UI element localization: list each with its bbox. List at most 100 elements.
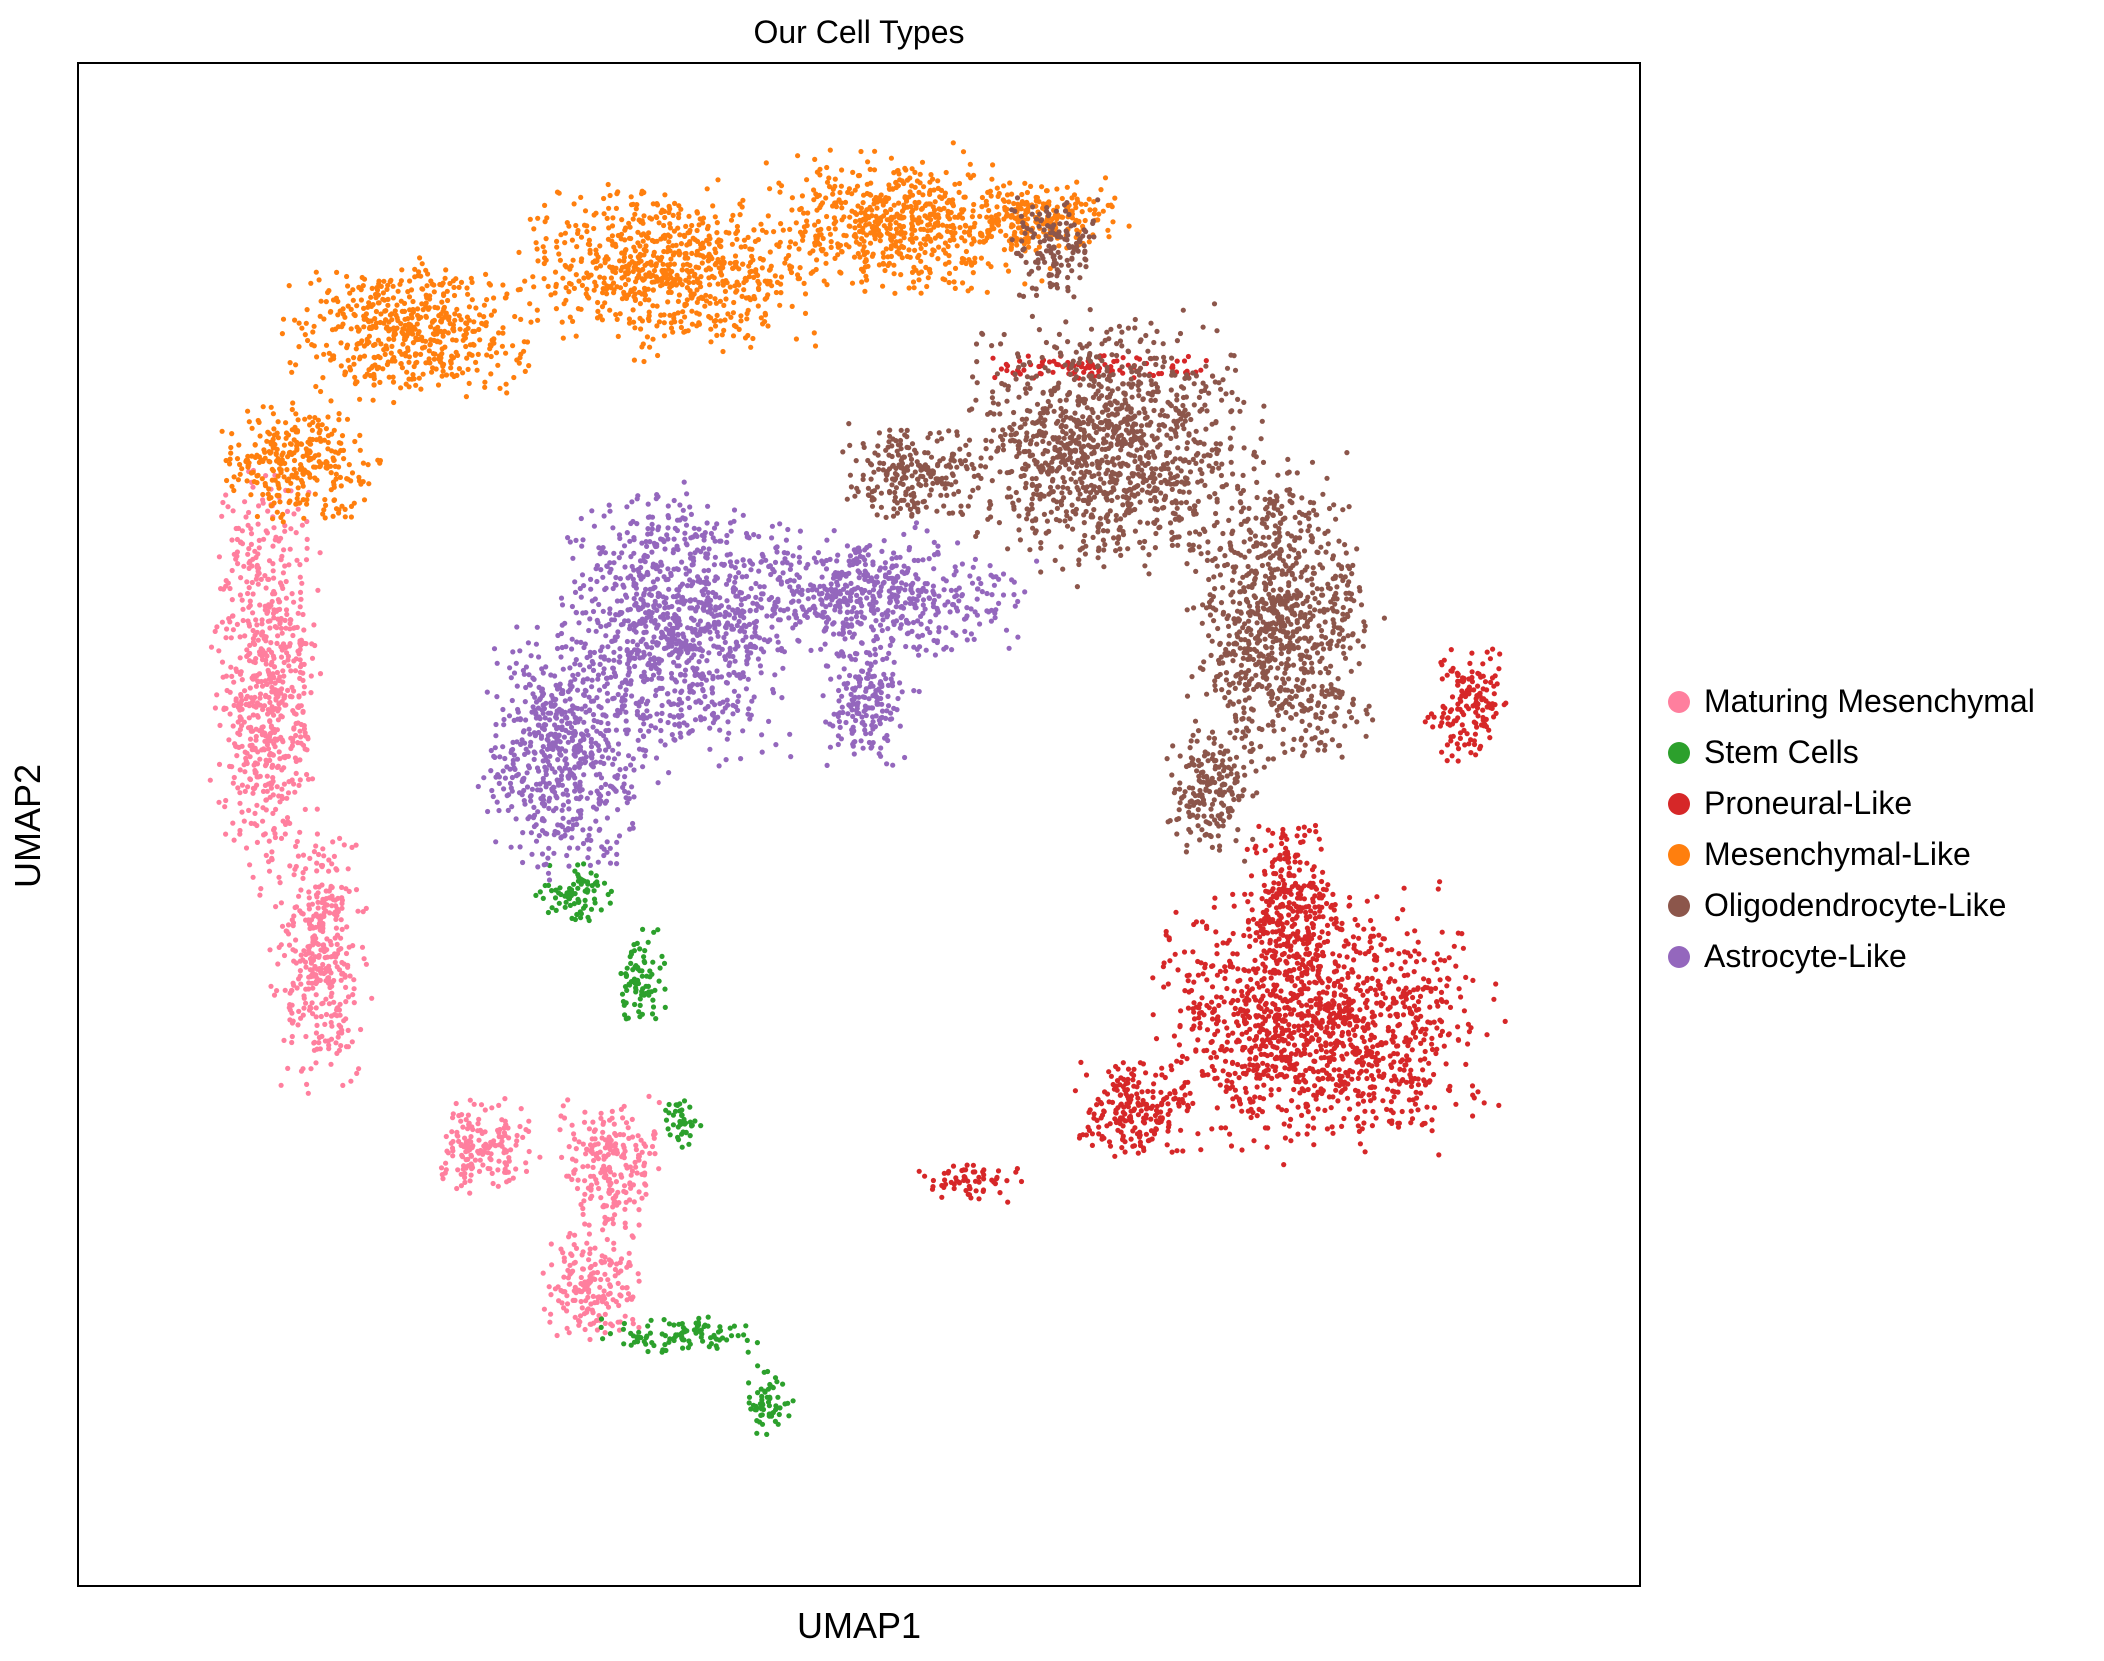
point — [438, 319, 444, 325]
point — [239, 541, 246, 547]
point — [1224, 1039, 1230, 1045]
point — [252, 442, 258, 448]
point — [1181, 358, 1188, 364]
point — [1327, 977, 1333, 983]
point — [357, 396, 363, 402]
point — [286, 643, 293, 649]
point — [391, 399, 397, 406]
point — [998, 366, 1005, 372]
point — [589, 1148, 595, 1154]
point — [333, 916, 339, 923]
point — [295, 417, 301, 423]
point — [1480, 714, 1486, 721]
point — [930, 1177, 937, 1184]
point — [265, 707, 271, 713]
point — [338, 977, 344, 983]
point — [1004, 367, 1010, 374]
point — [323, 947, 329, 953]
point — [387, 279, 393, 285]
point — [250, 639, 256, 646]
point — [1050, 369, 1056, 375]
point — [430, 318, 436, 324]
point — [352, 374, 358, 380]
point — [1373, 1059, 1379, 1065]
point — [481, 302, 487, 308]
point — [1295, 891, 1301, 897]
point — [274, 988, 280, 994]
point — [1369, 1073, 1375, 1079]
point — [308, 690, 314, 696]
point — [321, 943, 327, 949]
point — [1424, 985, 1431, 991]
point — [1354, 1114, 1361, 1121]
point — [549, 1262, 555, 1268]
point — [1096, 1124, 1102, 1130]
point — [296, 693, 302, 699]
point — [1302, 1050, 1308, 1056]
point — [1257, 1094, 1263, 1101]
point — [619, 991, 626, 997]
point — [272, 834, 278, 841]
point — [1418, 1013, 1424, 1019]
point — [1270, 886, 1276, 892]
point — [306, 889, 312, 895]
point — [330, 839, 336, 845]
point — [258, 886, 264, 892]
point — [1347, 1037, 1353, 1043]
point — [1359, 1034, 1365, 1040]
point — [439, 373, 445, 379]
point — [457, 326, 463, 332]
point — [277, 466, 283, 472]
point — [240, 606, 246, 612]
point — [272, 624, 278, 630]
point — [1284, 976, 1290, 982]
point — [662, 1342, 668, 1348]
point — [296, 1008, 302, 1015]
point — [1268, 1092, 1274, 1098]
point — [287, 863, 293, 869]
point — [1401, 991, 1407, 997]
point — [1461, 712, 1467, 718]
point — [602, 1137, 608, 1143]
point — [262, 650, 268, 656]
point — [275, 435, 281, 441]
point — [639, 1195, 645, 1201]
point — [264, 681, 270, 687]
point — [256, 454, 262, 460]
point — [981, 1176, 987, 1182]
point — [633, 989, 639, 995]
point — [446, 314, 452, 320]
point — [1371, 1091, 1377, 1097]
point — [625, 1125, 631, 1131]
point — [683, 1129, 689, 1135]
point — [333, 476, 339, 482]
point — [1128, 1136, 1134, 1142]
point — [620, 1115, 626, 1121]
point — [339, 926, 345, 933]
point — [1112, 1153, 1118, 1159]
point — [1115, 1105, 1121, 1111]
point — [1381, 1071, 1387, 1077]
point — [289, 591, 295, 597]
point — [1301, 1027, 1307, 1033]
point — [303, 951, 309, 958]
point — [1085, 1124, 1091, 1130]
point — [339, 900, 345, 907]
point — [549, 888, 555, 894]
point — [329, 903, 335, 909]
point — [1279, 840, 1285, 847]
point — [1278, 914, 1284, 921]
point — [1282, 1065, 1288, 1071]
point — [1047, 359, 1053, 365]
point — [1315, 1069, 1321, 1075]
point — [1338, 1089, 1344, 1095]
point — [1326, 1094, 1332, 1100]
point — [1417, 1057, 1424, 1063]
point — [249, 579, 255, 586]
point — [259, 732, 265, 738]
point — [465, 366, 471, 372]
point — [578, 1298, 584, 1305]
point — [1231, 988, 1237, 994]
point — [247, 862, 253, 868]
point — [1292, 882, 1298, 888]
